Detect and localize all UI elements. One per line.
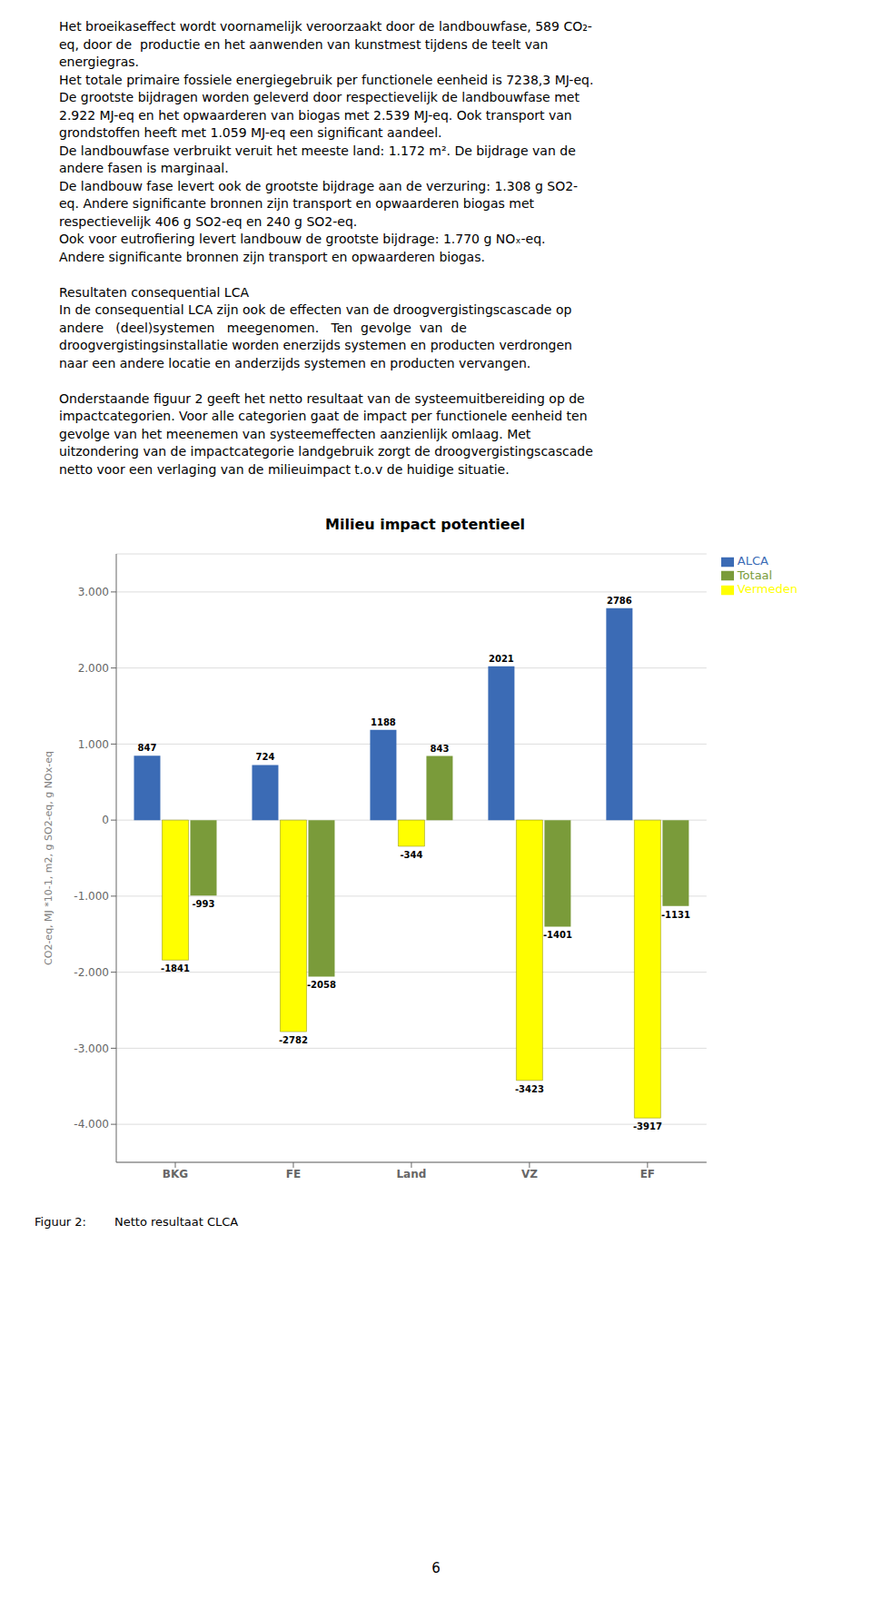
svg-text:-2782: -2782 [278, 1035, 308, 1046]
html-text:andere fasen is marginaal.: andere fasen is marginaal. [59, 160, 229, 176]
svg-text:Land: Land [396, 1168, 427, 1181]
html-text:eq. Andere significante bronne: eq. Andere significante bronnen zijn tra… [59, 196, 535, 211]
svg-text:0: 0 [101, 813, 109, 827]
html-text:Totaal: Totaal [737, 568, 773, 582]
svg-text:-2.000: -2.000 [73, 966, 109, 980]
html-text:2.922 MJ-eq en het opwaarderen: 2.922 MJ-eq en het opwaarderen van bioga… [59, 107, 572, 123]
html-text:Ook voor eutrofiering levert l: Ook voor eutrofiering levert landbouw de… [59, 231, 546, 247]
html-text:ALCA: ALCA [737, 554, 769, 568]
html-text:andere (deel)systemen meegenom: andere (deel)systemen meegenomen. Ten ge… [59, 320, 467, 335]
svg-text:FE: FE [286, 1168, 301, 1181]
html-text:naar een andere locatie en and: naar een andere locatie en anderzijds sy… [59, 355, 531, 371]
svg-text:-3.000: -3.000 [73, 1042, 109, 1056]
svg-text:-3917: -3917 [633, 1121, 663, 1132]
svg-text:BKG: BKG [162, 1168, 189, 1181]
html-text:droogvergistingsinstallatie wo: droogvergistingsinstallatie worden enerz… [59, 337, 573, 353]
html-text:Andere significante bronnen zi: Andere significante bronnen zijn transpo… [59, 249, 485, 264]
html-text:De landbouwfase verbruikt veru: De landbouwfase verbruikt veruit het mee… [59, 143, 576, 158]
html-text:gevolge van het meenemen van s: gevolge van het meenemen van systeemeffe… [59, 426, 531, 441]
svg-text:1.000: 1.000 [78, 738, 109, 752]
html-text:De grootste bijdragen worden g: De grootste bijdragen worden geleverd do… [59, 89, 580, 105]
html-text:uitzondering van de impactcate: uitzondering van de impactcategorie land… [59, 444, 593, 459]
svg-text:3.000: 3.000 [78, 585, 109, 599]
svg-text:1188: 1188 [370, 717, 397, 728]
html-text:Vermeden: Vermeden [737, 582, 798, 596]
svg-text:724: 724 [256, 752, 276, 763]
html-text:Resultaten consequential LCA: Resultaten consequential LCA [59, 284, 249, 300]
svg-text:VZ: VZ [521, 1168, 538, 1181]
html-text:energiegras.: energiegras. [59, 54, 139, 70]
svg-text:-1131: -1131 [661, 910, 691, 921]
html-text:Onderstaande figuur 2 geeft he: Onderstaande figuur 2 geeft het netto re… [59, 391, 585, 406]
html-text:netto voor een verlaging van d: netto voor een verlaging van de milieuim… [59, 461, 510, 477]
html-text:De landbouw fase levert ook de: De landbouw fase levert ook de grootste … [59, 178, 578, 194]
html-text:eq, door de productie en het a: eq, door de productie en het aanwenden v… [59, 36, 549, 52]
html-text:Figuur 2:: Figuur 2: [34, 1215, 87, 1229]
svg-text:-1841: -1841 [160, 963, 190, 974]
svg-text:-1.000: -1.000 [73, 890, 109, 903]
html-text:Het broeikaseffect wordt voorn: Het broeikaseffect wordt voornamelijk ve… [59, 19, 593, 34]
svg-text:CO2-eq, MJ *10-1, m2, g SO2-eq: CO2-eq, MJ *10-1, m2, g SO2-eq, g NOx-eq [42, 751, 55, 966]
svg-text:-3423: -3423 [515, 1084, 545, 1095]
svg-text:-1401: -1401 [543, 930, 573, 941]
svg-text:2021: 2021 [488, 654, 515, 664]
html-text:In de consequential LCA zijn o: In de consequential LCA zijn ook de effe… [59, 302, 572, 318]
html-text:Het totale primaire fossiele e: Het totale primaire fossiele energiegebr… [59, 72, 594, 87]
html-text:Netto resultaat CLCA: Netto resultaat CLCA [114, 1215, 239, 1229]
html-text:impactcategorien. Voor alle ca: impactcategorien. Voor alle categorien g… [59, 408, 588, 424]
html-text:6: 6 [431, 1560, 441, 1577]
svg-text:2786: 2786 [606, 595, 633, 606]
html-text:respectievelijk 406 g SO2-eq e: respectievelijk 406 g SO2-eq en 240 g SO… [59, 213, 358, 229]
svg-text:EF: EF [640, 1168, 655, 1181]
svg-text:-2058: -2058 [307, 980, 337, 991]
svg-text:-344: -344 [399, 850, 423, 861]
svg-text:2.000: 2.000 [78, 662, 109, 675]
html-text:Milieu impact potentieel: Milieu impact potentieel [325, 515, 526, 534]
svg-text:847: 847 [138, 743, 158, 754]
html-text:grondstoffen heeft met 1.059 M: grondstoffen heeft met 1.059 MJ-eq een s… [59, 125, 442, 140]
svg-text:-4.000: -4.000 [73, 1118, 109, 1131]
svg-text:843: 843 [429, 743, 449, 754]
svg-text:-993: -993 [191, 899, 215, 910]
